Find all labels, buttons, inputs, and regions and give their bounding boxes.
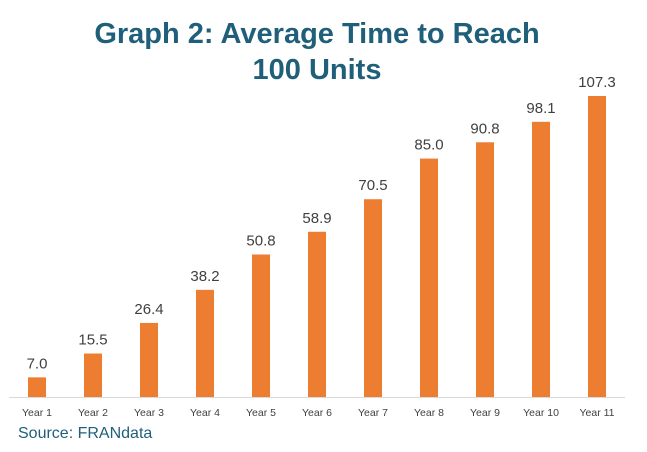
value-label: 90.8 bbox=[470, 120, 499, 137]
bar-year-6 bbox=[308, 231, 326, 397]
x-tick-label: Year 1 bbox=[22, 407, 52, 419]
x-tick-label: Year 2 bbox=[78, 407, 108, 419]
bar-year-11 bbox=[588, 96, 606, 397]
value-label: 7.0 bbox=[27, 355, 48, 372]
chart-title-line-2: 100 Units bbox=[252, 54, 382, 86]
bar-year-4 bbox=[196, 289, 214, 397]
tick-labels-layer: Year 1 Year 2 Year 3 Year 4 Year 5 Year 6 Year… bbox=[22, 407, 615, 419]
x-tick-label: Year 8 bbox=[414, 407, 444, 419]
x-tick-label: Year 7 bbox=[358, 407, 388, 419]
value-label: 70.5 bbox=[358, 177, 387, 194]
bar-year-8 bbox=[420, 158, 438, 397]
x-tick-label: Year 9 bbox=[470, 407, 500, 419]
value-label: 15.5 bbox=[78, 332, 107, 349]
bar-year-10 bbox=[532, 121, 550, 397]
x-tick-label: Year 6 bbox=[302, 407, 332, 419]
bars-layer bbox=[28, 96, 606, 397]
x-tick-label: Year 5 bbox=[246, 407, 276, 419]
bar-year-5 bbox=[252, 254, 270, 397]
value-label: 85.0 bbox=[414, 137, 443, 154]
bar-year-3 bbox=[140, 322, 158, 397]
chart-title-line-1: Graph 2: Average Time to Reach bbox=[94, 18, 540, 50]
value-label: 107.3 bbox=[578, 74, 616, 91]
bar-year-9 bbox=[476, 142, 494, 397]
chart-title: Graph 2: Average Time to Reach 100 Units bbox=[0, 16, 634, 88]
x-tick-label: Year 4 bbox=[190, 407, 220, 419]
value-label: 98.1 bbox=[526, 100, 555, 117]
x-tick-label: Year 11 bbox=[579, 407, 614, 419]
bar-year-2 bbox=[84, 353, 102, 397]
value-label: 50.8 bbox=[246, 232, 275, 249]
value-label: 58.9 bbox=[302, 210, 331, 227]
bar-year-7 bbox=[364, 199, 382, 397]
x-tick-label: Year 10 bbox=[523, 407, 559, 419]
value-label: 38.2 bbox=[190, 268, 219, 285]
source-note: Source: FRANdata bbox=[18, 425, 153, 442]
value-labels-layer: 7.0 15.5 26.4 38.2 50.8 58.9 70.5 85.0 90.8 98.1 1… bbox=[27, 74, 616, 372]
x-tick-label: Year 3 bbox=[134, 407, 164, 419]
value-label: 26.4 bbox=[134, 301, 163, 318]
bar-year-1 bbox=[28, 377, 46, 397]
